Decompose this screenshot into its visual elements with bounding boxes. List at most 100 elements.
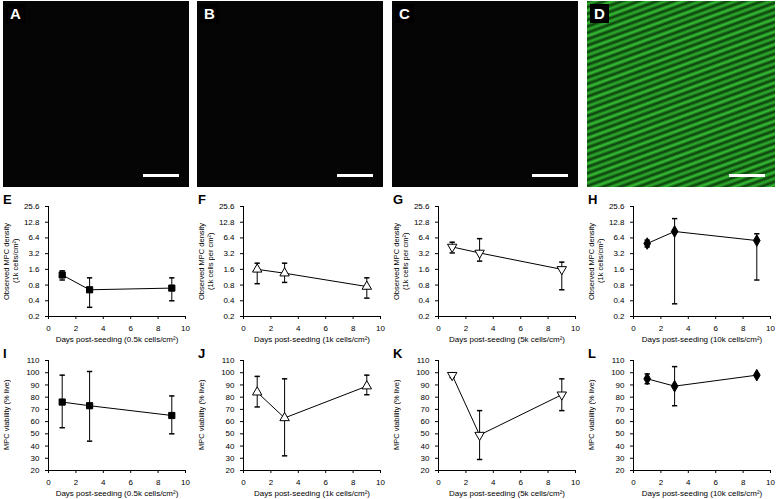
svg-text:6.4: 6.4	[223, 233, 235, 242]
svg-text:20: 20	[31, 466, 40, 475]
svg-text:0.2: 0.2	[28, 312, 40, 321]
svg-text:Days post-seeding (5k cells/cm: Days post-seeding (5k cells/cm²)	[449, 489, 565, 498]
svg-text:90: 90	[421, 381, 430, 390]
svg-text:0: 0	[46, 324, 51, 333]
svg-text:0: 0	[631, 324, 636, 333]
svg-text:50: 50	[616, 429, 625, 438]
svg-text:1.6: 1.6	[418, 265, 430, 274]
svg-text:110: 110	[27, 356, 40, 365]
svg-text:8: 8	[546, 324, 551, 333]
svg-text:0.2: 0.2	[223, 312, 235, 321]
svg-text:50: 50	[31, 429, 40, 438]
svg-text:8: 8	[156, 324, 161, 333]
svg-text:0: 0	[46, 478, 51, 487]
svg-text:Days post-seeding (5k cells/cm: Days post-seeding (5k cells/cm²)	[449, 335, 565, 344]
svg-text:6: 6	[518, 324, 523, 333]
svg-text:25.6: 25.6	[24, 202, 40, 211]
svg-text:0.4: 0.4	[418, 296, 430, 305]
svg-text:60: 60	[226, 417, 235, 426]
svg-text:80: 80	[226, 393, 235, 402]
svg-text:90: 90	[226, 381, 235, 390]
svg-text:Days post-seeding (0.5k cells/: Days post-seeding (0.5k cells/cm²)	[56, 335, 179, 344]
svg-text:8: 8	[351, 324, 356, 333]
svg-text:30: 30	[226, 454, 235, 463]
svg-text:90: 90	[31, 381, 40, 390]
svg-text:100: 100	[221, 368, 235, 377]
svg-text:0.8: 0.8	[418, 281, 430, 290]
svg-text:Days post-seeding (10k cells/c: Days post-seeding (10k cells/cm²)	[642, 489, 763, 498]
svg-text:0: 0	[436, 478, 441, 487]
svg-text:40: 40	[226, 442, 235, 451]
svg-text:4: 4	[491, 478, 496, 487]
svg-text:6: 6	[323, 324, 328, 333]
svg-text:10: 10	[766, 324, 775, 333]
svg-text:4: 4	[491, 324, 496, 333]
svg-text:80: 80	[31, 393, 40, 402]
svg-text:2: 2	[269, 478, 274, 487]
svg-text:10: 10	[181, 324, 190, 333]
svg-text:12.8: 12.8	[414, 218, 430, 227]
svg-text:8: 8	[351, 478, 356, 487]
svg-text:0: 0	[241, 324, 246, 333]
svg-text:Days post-seeding (1k cells/cm: Days post-seeding (1k cells/cm²)	[254, 489, 370, 498]
svg-text:0: 0	[241, 478, 246, 487]
svg-text:4: 4	[686, 478, 691, 487]
svg-text:4: 4	[686, 324, 691, 333]
svg-text:Days post-seeding (1k cells/cm: Days post-seeding (1k cells/cm²)	[254, 335, 370, 344]
svg-text:0.8: 0.8	[28, 281, 40, 290]
svg-text:100: 100	[416, 368, 430, 377]
svg-text:6: 6	[518, 478, 523, 487]
svg-text:20: 20	[616, 466, 625, 475]
svg-text:25.6: 25.6	[609, 202, 625, 211]
svg-text:80: 80	[421, 393, 430, 402]
svg-text:110: 110	[222, 356, 235, 365]
svg-text:1.6: 1.6	[223, 265, 235, 274]
svg-text:2: 2	[74, 478, 79, 487]
svg-text:0.8: 0.8	[223, 281, 235, 290]
svg-text:2: 2	[464, 324, 469, 333]
svg-text:30: 30	[31, 454, 40, 463]
svg-text:10: 10	[766, 478, 775, 487]
svg-text:100: 100	[26, 368, 40, 377]
svg-text:0.4: 0.4	[223, 296, 235, 305]
svg-text:6.4: 6.4	[613, 233, 625, 242]
svg-text:25.6: 25.6	[414, 202, 430, 211]
svg-text:50: 50	[226, 429, 235, 438]
svg-text:60: 60	[421, 417, 430, 426]
svg-text:0: 0	[436, 324, 441, 333]
svg-text:2: 2	[659, 478, 664, 487]
svg-text:8: 8	[156, 478, 161, 487]
svg-text:1.6: 1.6	[613, 265, 625, 274]
svg-text:3.2: 3.2	[613, 249, 625, 258]
svg-text:0.2: 0.2	[418, 312, 430, 321]
svg-text:40: 40	[31, 442, 40, 451]
svg-text:4: 4	[101, 324, 106, 333]
svg-text:10: 10	[571, 324, 580, 333]
svg-text:3.2: 3.2	[418, 249, 430, 258]
svg-text:100: 100	[611, 368, 625, 377]
svg-text:40: 40	[616, 442, 625, 451]
svg-text:6.4: 6.4	[418, 233, 430, 242]
svg-text:10: 10	[571, 478, 580, 487]
svg-text:40: 40	[421, 442, 430, 451]
svg-text:Days post-seeding (0.5k cells/: Days post-seeding (0.5k cells/cm²)	[56, 489, 179, 498]
svg-text:4: 4	[101, 478, 106, 487]
svg-text:6: 6	[713, 478, 718, 487]
svg-text:0: 0	[631, 478, 636, 487]
svg-text:2: 2	[464, 478, 469, 487]
svg-text:2: 2	[74, 324, 79, 333]
svg-text:6.4: 6.4	[28, 233, 40, 242]
svg-text:50: 50	[421, 429, 430, 438]
svg-text:70: 70	[616, 405, 625, 414]
svg-text:60: 60	[616, 417, 625, 426]
svg-text:25.6: 25.6	[219, 202, 235, 211]
svg-text:60: 60	[31, 417, 40, 426]
svg-text:6: 6	[128, 478, 133, 487]
svg-text:1.6: 1.6	[28, 265, 40, 274]
svg-text:110: 110	[612, 356, 625, 365]
svg-text:3.2: 3.2	[28, 249, 40, 258]
svg-text:70: 70	[421, 405, 430, 414]
svg-text:2: 2	[659, 324, 664, 333]
svg-text:0.8: 0.8	[613, 281, 625, 290]
svg-text:12.8: 12.8	[609, 218, 625, 227]
